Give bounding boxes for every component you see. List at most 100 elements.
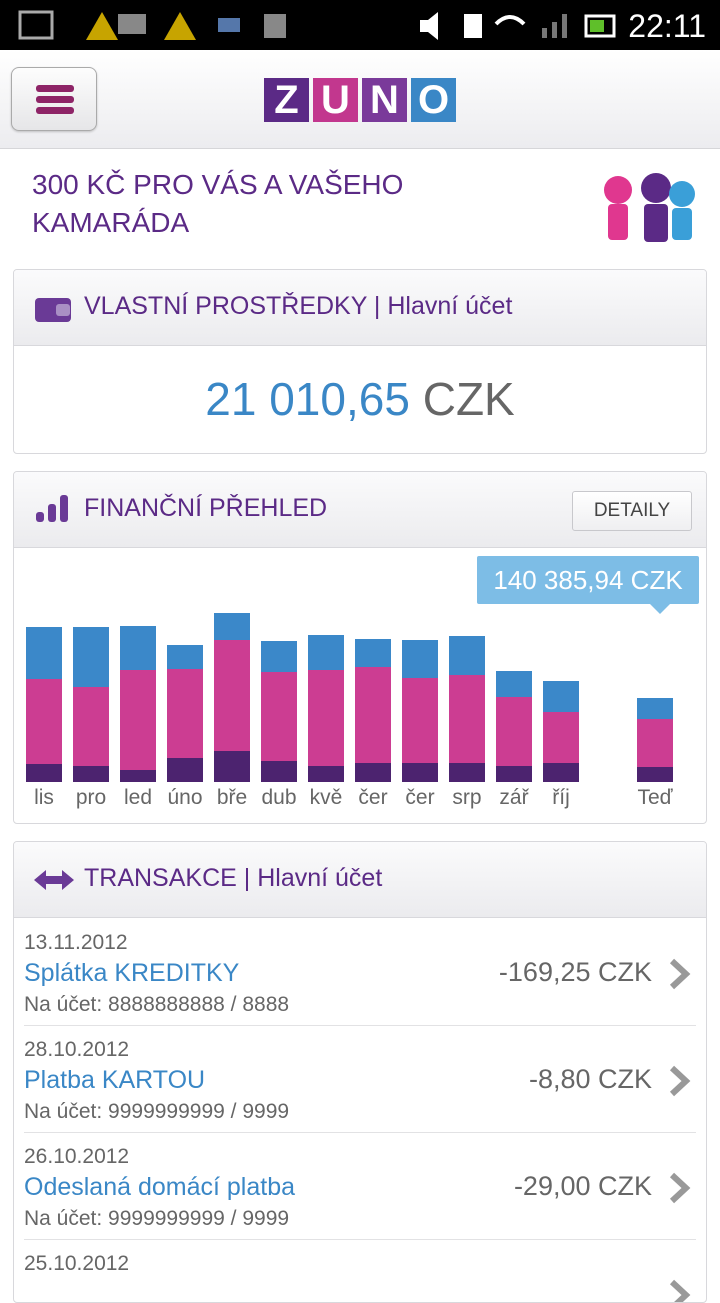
bar-segment <box>73 627 109 687</box>
bar-segment <box>120 626 156 670</box>
currency: CZK <box>422 373 515 425</box>
bar-segment <box>308 635 344 670</box>
x-tick-label: čer <box>405 786 434 809</box>
bar-segment <box>449 675 485 763</box>
bar-segment <box>26 764 62 782</box>
x-tick-label: úno <box>167 786 202 809</box>
balance-amount: 21 010,65 CZK <box>14 372 706 426</box>
bar-segment <box>402 763 438 782</box>
x-tick-label: Teď <box>637 786 673 809</box>
card-header: FINANČNÍ PŘEHLED DETAILY <box>14 472 706 548</box>
chevron-icon <box>669 958 691 990</box>
bar-segment <box>449 763 485 782</box>
logo: Z U N O <box>264 78 456 122</box>
transaction-amount: -169,25 CZK <box>498 957 652 987</box>
transaction-date: 26.10.2012 <box>24 1145 130 1168</box>
bar-segment <box>496 697 532 766</box>
bar-segment <box>120 670 156 770</box>
bar-segment <box>308 670 344 766</box>
transaction-date: 13.11.2012 <box>24 931 128 954</box>
transaction-account: Na účet: 8888888888 / 8888 <box>24 993 290 1016</box>
bar-segment <box>120 770 156 782</box>
bar-segment <box>73 766 109 782</box>
bar-segment <box>26 679 62 764</box>
logo-letter: U <box>313 78 358 122</box>
bar-segment <box>449 636 485 675</box>
bar-segment <box>308 766 344 782</box>
bar-segment <box>167 758 203 782</box>
bar-segment <box>167 645 203 669</box>
transaction-row[interactable]: 26.10.2012 Odeslaná domácí platba Na účet:… <box>24 1133 696 1240</box>
transaction-row[interactable]: 25.10.2012 <box>24 1240 696 1302</box>
x-tick-label: lis <box>34 786 54 809</box>
transaction-date: 28.10.2012 <box>24 1038 130 1061</box>
bar-segment <box>637 767 673 782</box>
bar-segment <box>496 766 532 782</box>
chevron-icon <box>669 1172 691 1204</box>
transaction-row[interactable]: 13.11.2012 Splátka KREDITKY Na účet: 88888… <box>24 919 696 1026</box>
title-text: TRANSAKCE <box>84 864 237 892</box>
transaction-amount: -29,00 CZK <box>513 1171 652 1201</box>
bar-segment <box>214 613 250 640</box>
promo-illustration <box>604 173 695 242</box>
promo-text[interactable]: 300 KČ PRO VÁS A VAŠEHO KAMARÁDA <box>32 169 404 238</box>
account-name: | Hlavní účet <box>243 864 383 892</box>
transaction-row[interactable]: 28.10.2012 Platba KARTOU Na účet: 99999999… <box>24 1026 696 1133</box>
transaction-name: Odeslaná domácí platba <box>24 1173 296 1201</box>
bar-segment <box>543 681 579 712</box>
bar-segment <box>214 640 250 751</box>
overview-card: FINANČNÍ PŘEHLED DETAILY lis pro led úno bře… <box>13 471 707 824</box>
tooltip-arrow <box>650 604 670 614</box>
bar-segment <box>543 763 579 782</box>
logo-letter: Z <box>264 78 309 122</box>
transaction-name: Splátka KREDITKY <box>24 959 240 987</box>
status-icons <box>18 10 286 40</box>
logo-letter: N <box>362 78 407 122</box>
card-header: TRANSAKCE | Hlavní účet <box>14 842 706 918</box>
x-tick-label: dub <box>261 786 296 809</box>
status-icons-right <box>420 12 616 40</box>
account-name: | Hlavní účet <box>373 292 513 320</box>
bar-segment <box>214 751 250 782</box>
x-tick-label: říj <box>552 786 570 809</box>
bar-segment <box>543 712 579 763</box>
x-tick-label: čer <box>358 786 387 809</box>
chart: lis pro led úno bře dub kvě čer čer srp zář říj Teď <box>26 613 674 809</box>
x-tick-label: led <box>124 786 152 809</box>
bar-segment <box>261 641 297 672</box>
details-button[interactable]: DETAILY <box>572 491 692 531</box>
bar-segment <box>355 639 391 667</box>
x-tick-label: srp <box>452 786 481 809</box>
x-tick-label: bře <box>217 786 247 809</box>
bar-segment <box>496 671 532 697</box>
bar-segment <box>355 763 391 782</box>
transaction-account: Na účet: 9999999999 / 9999 <box>24 1100 290 1123</box>
bar-segment <box>261 761 297 782</box>
transaction-account: Na účet: 9999999999 / 9999 <box>24 1207 290 1230</box>
card-title: VLASTNÍ PROSTŘEDKY | Hlavní účet <box>84 292 512 321</box>
bar-segment <box>167 669 203 758</box>
x-tick-label: pro <box>76 786 106 809</box>
menu-button[interactable] <box>11 67 97 131</box>
transaction-name: Platba KARTOU <box>24 1066 206 1094</box>
x-tick-label: zář <box>499 786 529 809</box>
bar-segment <box>26 627 62 679</box>
bar-segment <box>261 672 297 761</box>
bar-segment <box>402 678 438 763</box>
logo-letter: O <box>411 78 456 122</box>
transfer-icon <box>34 870 74 890</box>
bar-segment <box>402 640 438 678</box>
balance-card: VLASTNÍ PROSTŘEDKY | Hlavní účet 21 010,… <box>13 269 707 454</box>
clock: 22:11 <box>628 8 706 44</box>
transactions-card: TRANSAKCE | Hlavní účet 13.11.2012 Splátk… <box>13 841 707 1303</box>
wallet-icon <box>35 298 71 322</box>
bar-segment <box>637 698 673 719</box>
tooltip: 140 385,94 CZK <box>477 556 699 604</box>
amount-value: 21 010,65 <box>205 373 410 425</box>
transaction-date: 25.10.2012 <box>24 1252 130 1275</box>
transaction-amount: -8,80 CZK <box>528 1064 652 1094</box>
x-tick-label: kvě <box>310 786 343 809</box>
bar-segment <box>73 687 109 766</box>
